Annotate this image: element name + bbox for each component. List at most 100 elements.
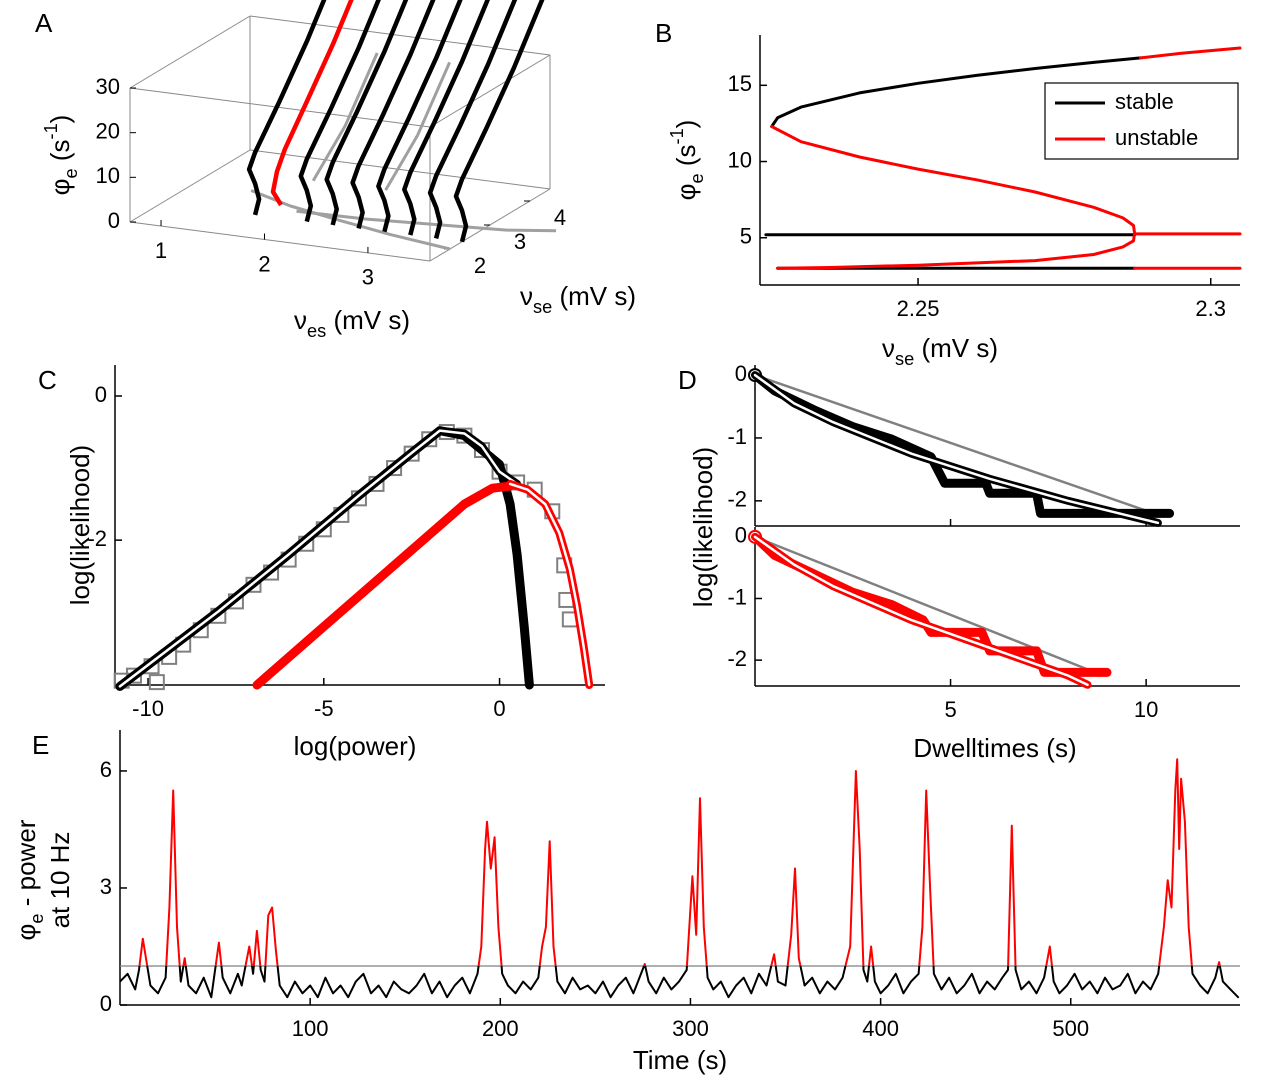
curve (296, 209, 557, 233)
x-axis-label: νes (mV s) (294, 305, 410, 341)
x-tick-label: 2.25 (897, 296, 940, 321)
label-part: (s (671, 144, 701, 173)
curve (311, 52, 379, 182)
label-part: (mV s) (552, 281, 636, 311)
data-line (252, 481, 515, 690)
panel-label: D (678, 365, 697, 395)
y-tick-label: 0 (735, 523, 747, 548)
fit-line (751, 532, 1092, 689)
x-axis-label: log(power) (294, 731, 417, 761)
curve (427, 0, 518, 239)
curve (250, 189, 451, 251)
y-axis-label: at 10 Hz (45, 832, 75, 929)
trace-below (120, 965, 1240, 999)
y-tick-label: -2 (727, 646, 747, 671)
fit-line-core (753, 373, 1160, 525)
data-square (148, 674, 165, 691)
y-tick-label: 3 (514, 229, 526, 254)
label-part: -1 (41, 123, 61, 139)
label-part: es (307, 321, 326, 341)
y-tick-label: -1 (727, 584, 747, 609)
y-tick-label: 5 (740, 224, 752, 249)
x-tick-label: 500 (1052, 1016, 1089, 1041)
legend-box (1044, 82, 1239, 160)
z-tick-label: 10 (96, 163, 120, 188)
z-tick-label: 30 (96, 74, 120, 99)
x-tick-label: 2 (258, 251, 270, 276)
x-tick-label: 3 (362, 265, 374, 290)
label-part: e (61, 168, 81, 178)
label-part: φ (671, 184, 701, 201)
y-tick-label: 2 (474, 253, 486, 278)
y-tick-label: -1 (727, 424, 747, 449)
fit-line-core (508, 482, 591, 687)
fit-line-core (753, 535, 1089, 687)
box-edge (129, 149, 251, 223)
y-tick-label: 0 (735, 361, 747, 386)
y-tick-label: 3 (100, 874, 112, 899)
fit-line (115, 426, 522, 691)
fit-line-core (118, 429, 519, 688)
box-edge (129, 15, 251, 89)
label-part: φ (45, 179, 75, 196)
box-edge (429, 54, 551, 128)
label-part: (s (45, 139, 75, 168)
z-axis-label: φe (s-1) (41, 115, 81, 196)
label-part: e (687, 173, 707, 183)
z-tick-label: 0 (108, 208, 120, 233)
label-part: ν (294, 305, 307, 335)
y-axis-label: φe - power (11, 819, 47, 940)
label-part: ) (671, 120, 701, 129)
curve (376, 0, 463, 233)
x-axis-label: Time (s) (633, 1045, 727, 1075)
curve (246, 0, 327, 216)
label-part: ν (882, 333, 895, 363)
label-part: se (533, 297, 552, 317)
y-axis-label: νse (mV s) (520, 281, 636, 317)
legend-label: unstable (1115, 125, 1198, 150)
label-part: φ (11, 924, 41, 941)
panel-label: B (655, 18, 672, 48)
x-tick-label: 10 (1134, 697, 1158, 722)
label-part: (mV s) (326, 305, 410, 335)
box-edge (129, 221, 431, 262)
panel-label: C (38, 365, 57, 395)
y-tick-label: 15 (728, 71, 752, 96)
x-tick-label: 300 (672, 1016, 709, 1041)
label-part: se (895, 349, 914, 369)
box-edge (249, 15, 551, 56)
label-part: - power (11, 819, 41, 913)
y-tick-label: 0 (100, 991, 112, 1016)
curve (453, 0, 545, 243)
box-edge (249, 149, 551, 190)
curve (384, 61, 451, 191)
y-tick-label: -2 (727, 487, 747, 512)
x-tick-label: 400 (862, 1016, 899, 1041)
label-part: at 10 Hz (45, 832, 75, 929)
panel-label: E (32, 730, 49, 760)
label-part: (mV s) (914, 333, 998, 363)
y-tick-label: 4 (554, 205, 566, 230)
x-tick-label: 0 (493, 696, 505, 721)
y-tick-label: 10 (728, 147, 752, 172)
x-tick-label: 200 (482, 1016, 519, 1041)
y-tick-label: -2 (87, 526, 107, 551)
x-tick-label: 2.3 (1195, 296, 1226, 321)
y-tick-label: 0 (95, 382, 107, 407)
branch (770, 46, 1242, 270)
curve (402, 0, 490, 236)
z-tick-label: 20 (96, 118, 120, 143)
x-tick-label: 5 (944, 697, 956, 722)
y-axis-label: φe (s-1) (667, 120, 707, 201)
label-part: ν (520, 281, 533, 311)
x-axis-label: Dwelltimes (s) (913, 733, 1076, 763)
x-axis-label: νse (mV s) (882, 333, 998, 369)
x-tick-label: 100 (292, 1016, 329, 1041)
y-axis-label: log(likelihood) (688, 447, 718, 607)
curve (298, 0, 381, 223)
label-part: ) (45, 115, 75, 124)
x-tick-label: -5 (314, 696, 334, 721)
curve (270, 0, 354, 207)
